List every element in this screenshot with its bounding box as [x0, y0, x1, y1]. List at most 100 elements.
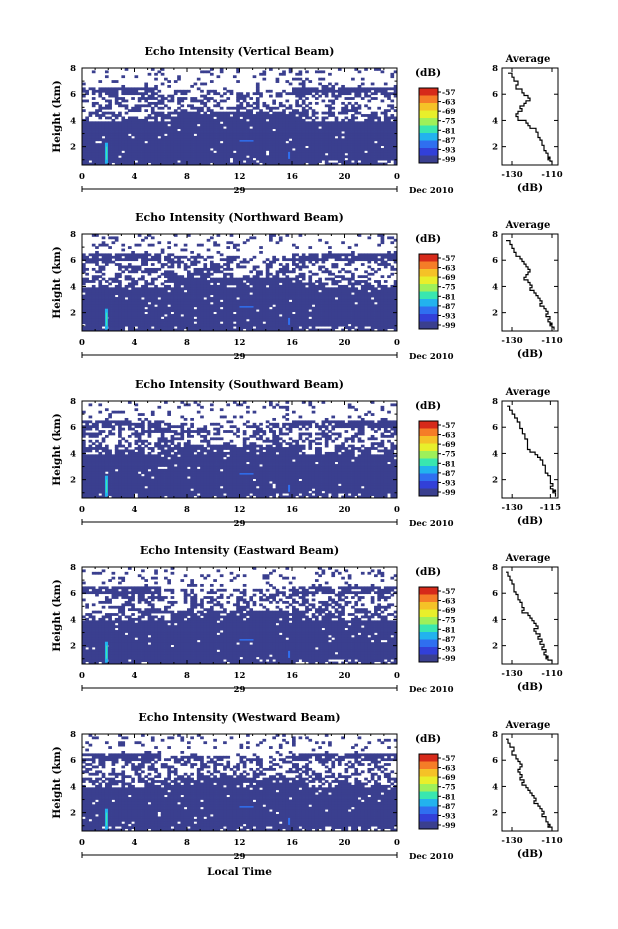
echo-cell [393, 116, 398, 120]
echo-cell [341, 118, 345, 122]
echo-cell [157, 99, 162, 103]
echo-cell [232, 289, 237, 293]
echo-cell [331, 128, 336, 132]
echo-cell [88, 299, 93, 303]
echo-cell [239, 321, 244, 325]
echo-cell [150, 101, 155, 105]
echo-cell [213, 323, 217, 327]
echo-cell [216, 323, 221, 327]
echo-cell [170, 162, 175, 166]
echo-cell [134, 287, 139, 291]
echo-cell [288, 68, 293, 71]
echo-cell [124, 253, 129, 257]
echo-cell [200, 148, 204, 151]
echo-cell [341, 126, 345, 130]
echo-cell [160, 106, 165, 110]
echo-cell [232, 118, 237, 122]
echo-cell [219, 106, 224, 110]
echo-cell [331, 99, 336, 103]
echo-cell [301, 143, 306, 146]
echo-cell [390, 126, 395, 130]
echo-cell [242, 97, 247, 100]
echo-cell [229, 126, 234, 130]
echo-cell [272, 294, 276, 298]
echo-cell [255, 140, 260, 144]
echo-cell [144, 155, 149, 159]
colorbar-swatch [419, 103, 438, 111]
echo-cell [229, 282, 234, 286]
echo-cell [252, 162, 257, 166]
echo-cell [383, 135, 388, 139]
echo-cell [246, 104, 250, 108]
echo-cell [209, 316, 214, 320]
echo-cell [150, 106, 155, 110]
echo-cell [308, 135, 313, 139]
echo-cell [341, 101, 345, 105]
echo-cell [331, 157, 336, 161]
echo-cell [144, 89, 149, 93]
echo-cell [383, 114, 388, 117]
echo-cell [144, 323, 149, 327]
echo-cell [170, 126, 175, 130]
echo-cell [167, 138, 171, 142]
echo-cell [216, 75, 221, 79]
echo-cell [387, 250, 391, 254]
echo-cell [305, 294, 309, 298]
echo-cell [190, 111, 194, 115]
echo-cell [292, 260, 296, 264]
echo-cell [295, 277, 299, 281]
echo-cell [82, 148, 86, 151]
echo-cell [285, 282, 290, 286]
echo-cell [82, 318, 86, 322]
echo-cell [321, 255, 326, 259]
echo-cell [324, 92, 329, 96]
echo-cell [311, 148, 316, 151]
echo-cell [305, 104, 309, 108]
echo-cell [269, 131, 273, 134]
echo-cell [305, 116, 309, 120]
echo-cell [311, 309, 316, 312]
echo-cell [200, 133, 204, 137]
echo-cell [255, 289, 260, 293]
month-label: Dec 2010 [409, 186, 454, 196]
echo-cell [383, 318, 388, 322]
colorbar-swatch [419, 95, 438, 104]
echo-cell [301, 160, 306, 163]
echo-cell [255, 128, 260, 132]
echo-cell [131, 326, 135, 329]
echo-cell [154, 143, 158, 146]
echo-cell [383, 133, 388, 137]
echo-cell [252, 92, 257, 96]
echo-cell [328, 106, 332, 110]
echo-cell [108, 92, 112, 96]
echo-cell [390, 304, 395, 308]
echo-cell [324, 116, 329, 120]
echo-cell [111, 140, 116, 144]
echo-cell [272, 152, 276, 156]
echo-cell [314, 287, 319, 291]
echo-cell [272, 326, 276, 329]
echo-cell [351, 304, 355, 308]
echo-cell [196, 289, 201, 293]
echo-cell [344, 87, 349, 91]
echo-cell [114, 160, 119, 163]
echo-cell [104, 133, 109, 137]
echo-cell [229, 255, 234, 259]
echo-cell [278, 150, 283, 154]
echo-cell [141, 253, 145, 257]
echo-cell [127, 270, 132, 274]
echo-cell [255, 104, 260, 108]
echo-cell [177, 157, 181, 161]
echo-cell [255, 133, 260, 137]
echo-cell [157, 155, 162, 159]
echo-cell [229, 260, 234, 264]
echo-cell [347, 304, 352, 308]
echo-cell [164, 270, 168, 274]
echo-cell [150, 311, 155, 315]
echo-cell [157, 292, 162, 296]
echo-cell [246, 280, 250, 283]
echo-cell [387, 152, 391, 156]
echo-cell [111, 92, 116, 96]
echo-cell [318, 267, 322, 271]
echo-cell [295, 306, 299, 310]
